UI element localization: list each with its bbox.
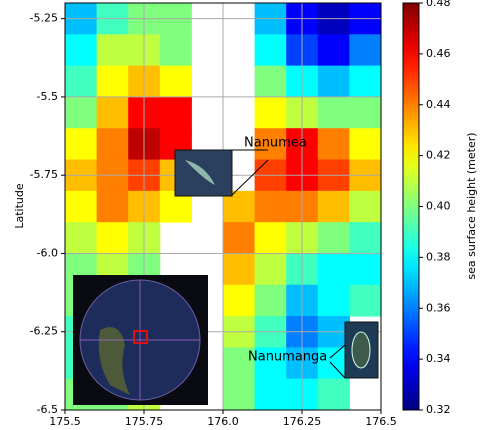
- cell: [223, 284, 256, 317]
- cell: [223, 253, 256, 286]
- annotation: Nanumanga: [248, 350, 327, 365]
- cell: [317, 222, 350, 254]
- y-axis-label: Latitude: [13, 183, 26, 229]
- cell: [317, 190, 350, 223]
- island: [351, 331, 371, 369]
- callout-line: [231, 159, 269, 196]
- y-tick-label: -5.25: [30, 12, 58, 25]
- colorbar: [402, 2, 420, 411]
- cell: [96, 34, 129, 67]
- cell: [254, 347, 287, 380]
- inset-highlight: [133, 330, 148, 344]
- cell: [96, 222, 129, 254]
- cell: [65, 128, 98, 161]
- cell: [96, 190, 129, 223]
- cell: [254, 96, 287, 129]
- colorbar-tick-label: 0.34: [426, 352, 451, 365]
- cell: [223, 347, 256, 380]
- cell: [65, 222, 98, 254]
- cell: [159, 65, 192, 98]
- cell: [65, 65, 98, 98]
- x-tick-label: 176.0: [207, 415, 239, 428]
- cell: [317, 378, 350, 411]
- cell: [349, 190, 382, 223]
- callout-line: [329, 361, 346, 379]
- cell: [317, 284, 350, 317]
- colorbar-tick-label: 0.40: [426, 200, 451, 213]
- cell: [65, 190, 98, 223]
- cell: [349, 65, 382, 98]
- cell: [349, 253, 382, 286]
- cell: [223, 378, 256, 411]
- cell: [223, 222, 256, 254]
- cell: [254, 284, 287, 317]
- cell: [317, 128, 350, 161]
- cell: [317, 34, 350, 67]
- colorbar-tick-label: 0.48: [426, 0, 451, 9]
- y-tick-label: -5.5: [37, 90, 58, 103]
- colorbar-tick-label: 0.46: [426, 47, 451, 60]
- x-tick-label: 176.25: [283, 415, 322, 428]
- cell: [96, 96, 129, 129]
- x-tick-label: 176.5: [365, 415, 397, 428]
- cell: [159, 96, 192, 129]
- cell: [349, 96, 382, 129]
- y-tick-label: -5.75: [30, 168, 58, 181]
- y-tick-label: -6.0: [37, 246, 58, 259]
- x-tick-label: 175.75: [125, 415, 164, 428]
- annotation: Nanumea: [244, 136, 307, 151]
- x-tick-label: 175.5: [49, 415, 81, 428]
- cell: [254, 222, 287, 254]
- cell: [317, 65, 350, 98]
- cell: [65, 34, 98, 67]
- colorbar-tick-label: 0.36: [426, 301, 451, 314]
- cell: [159, 34, 192, 67]
- cell: [254, 34, 287, 67]
- y-tick-label: -6.5: [37, 403, 58, 416]
- callout-line: [329, 344, 346, 359]
- colorbar-tick-label: 0.38: [426, 250, 451, 263]
- cell: [96, 128, 129, 161]
- cell: [254, 190, 287, 223]
- cell: [349, 284, 382, 317]
- cell: [254, 378, 287, 411]
- colorbar-tick-label: 0.42: [426, 149, 451, 162]
- cell: [349, 222, 382, 254]
- cell: [254, 65, 287, 98]
- y-tick-label: -6.25: [30, 325, 58, 338]
- colorbar-tick-label: 0.32: [426, 403, 451, 416]
- cell: [254, 128, 287, 161]
- island: [185, 160, 215, 185]
- colorbar-label: sea surface height (meter): [465, 132, 478, 279]
- cell: [317, 96, 350, 129]
- cell: [96, 65, 129, 98]
- cell: [349, 128, 382, 161]
- cell: [349, 34, 382, 67]
- land: [98, 327, 130, 395]
- insets: [73, 149, 379, 405]
- cell: [254, 253, 287, 286]
- cell: [317, 253, 350, 286]
- colorbar-tick-label: 0.44: [426, 98, 451, 111]
- cell: [65, 96, 98, 129]
